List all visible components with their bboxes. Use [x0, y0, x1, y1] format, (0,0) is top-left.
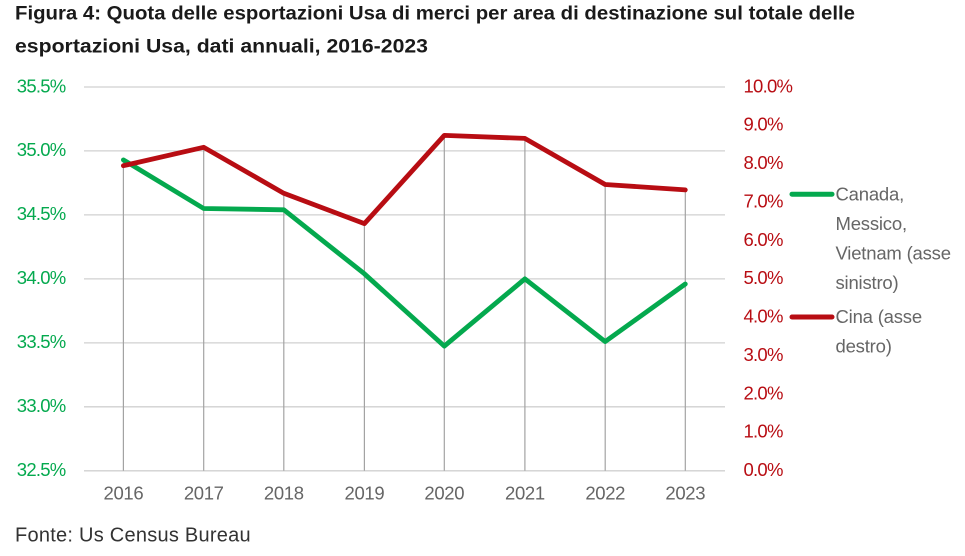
svg-text:2018: 2018	[264, 483, 304, 504]
svg-text:2017: 2017	[184, 483, 224, 504]
svg-text:2019: 2019	[345, 483, 385, 504]
svg-text:esportazioni Usa, dati annuali: esportazioni Usa, dati annuali, 2016-202…	[15, 37, 428, 58]
svg-text:0.0%: 0.0%	[744, 459, 783, 480]
svg-text:5.0%: 5.0%	[744, 267, 783, 288]
svg-text:34.0%: 34.0%	[17, 267, 66, 288]
svg-text:destro): destro)	[836, 336, 892, 357]
svg-text:Cina (asse: Cina (asse	[836, 306, 922, 327]
svg-text:1.0%: 1.0%	[744, 421, 783, 442]
svg-text:2023: 2023	[665, 483, 705, 504]
svg-text:2021: 2021	[505, 483, 545, 504]
svg-text:Messico,: Messico,	[836, 213, 907, 234]
svg-text:8.0%: 8.0%	[744, 152, 783, 173]
svg-text:3.0%: 3.0%	[744, 344, 783, 365]
svg-text:2.0%: 2.0%	[744, 382, 783, 403]
svg-text:2020: 2020	[424, 483, 464, 504]
svg-text:2022: 2022	[585, 483, 625, 504]
svg-text:sinistro): sinistro)	[836, 272, 899, 293]
svg-text:Canada,: Canada,	[836, 183, 905, 204]
svg-text:6.0%: 6.0%	[744, 229, 783, 250]
svg-text:34.5%: 34.5%	[17, 203, 66, 224]
svg-text:33.5%: 33.5%	[17, 331, 66, 352]
svg-text:35.0%: 35.0%	[17, 139, 66, 160]
svg-text:35.5%: 35.5%	[17, 75, 66, 96]
svg-text:9.0%: 9.0%	[744, 114, 783, 135]
svg-text:2016: 2016	[104, 483, 144, 504]
svg-text:32.5%: 32.5%	[17, 459, 66, 480]
svg-text:Vietnam (asse: Vietnam (asse	[836, 243, 951, 264]
svg-text:33.0%: 33.0%	[17, 395, 66, 416]
svg-text:Figura 4: Quota delle esportaz: Figura 4: Quota delle esportazioni Usa d…	[15, 4, 855, 25]
svg-text:7.0%: 7.0%	[744, 190, 783, 211]
svg-text:10.0%: 10.0%	[744, 75, 793, 96]
svg-text:Fonte: Us Census Bureau: Fonte: Us Census Bureau	[15, 525, 251, 547]
svg-text:4.0%: 4.0%	[744, 306, 783, 327]
